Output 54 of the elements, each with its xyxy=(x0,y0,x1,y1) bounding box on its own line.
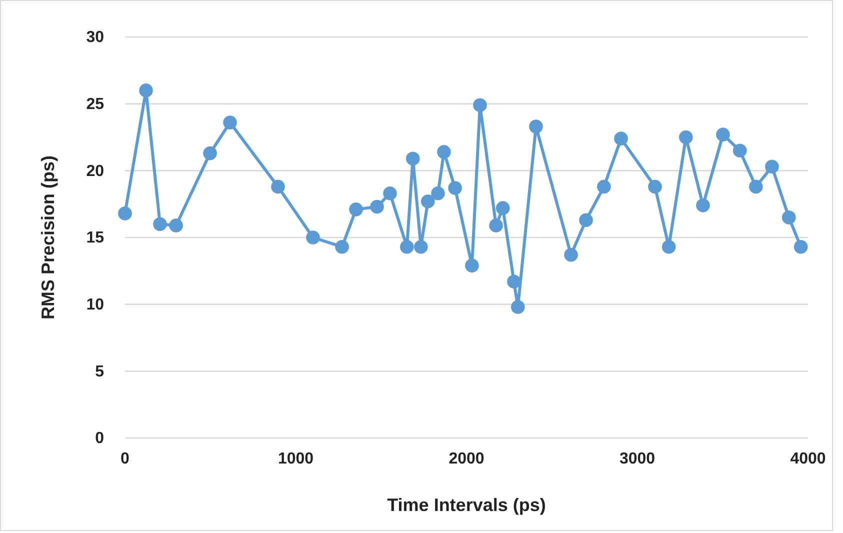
point xyxy=(306,230,320,244)
point xyxy=(662,240,676,254)
point xyxy=(465,258,479,272)
point xyxy=(203,146,217,160)
point xyxy=(696,198,710,212)
point xyxy=(507,274,521,289)
point xyxy=(370,200,384,214)
point xyxy=(383,186,397,200)
y-tick-label: 25 xyxy=(86,96,104,113)
point xyxy=(648,180,662,194)
point xyxy=(139,84,153,98)
y-tick-label: 30 xyxy=(86,29,104,46)
y-axis-title: RMS Precision (ps) xyxy=(38,155,58,320)
x-tick-label: 1000 xyxy=(278,450,314,468)
point xyxy=(421,194,435,208)
y-tick-label: 15 xyxy=(86,230,104,247)
x-axis-title: Time Intervals (ps) xyxy=(387,495,546,515)
point xyxy=(153,217,167,232)
point xyxy=(765,160,779,174)
point xyxy=(564,248,578,262)
point xyxy=(349,202,363,216)
point xyxy=(223,116,237,130)
y-tick-label: 5 xyxy=(95,363,104,380)
point xyxy=(489,218,503,232)
point xyxy=(782,210,796,224)
y-tick-label: 0 xyxy=(95,430,104,448)
point xyxy=(679,130,693,144)
x-tick-label: 4000 xyxy=(790,450,826,468)
point xyxy=(169,218,183,232)
x-tick-label: 0 xyxy=(120,450,130,468)
y-tick-label: 10 xyxy=(86,296,104,314)
point xyxy=(496,201,510,215)
x-tick-label: 2000 xyxy=(448,450,484,468)
point xyxy=(431,186,445,200)
point xyxy=(473,98,487,112)
point xyxy=(794,240,808,254)
point xyxy=(579,213,593,228)
point xyxy=(529,120,543,134)
point xyxy=(118,206,132,220)
point xyxy=(614,132,628,146)
point xyxy=(716,128,730,142)
point xyxy=(437,145,451,159)
point xyxy=(406,152,420,166)
point xyxy=(400,240,414,254)
point xyxy=(414,240,428,254)
point xyxy=(510,300,525,314)
point xyxy=(597,180,611,194)
point xyxy=(271,180,285,194)
point xyxy=(749,180,763,194)
point xyxy=(732,144,747,158)
y-tick-label: 20 xyxy=(86,162,104,180)
point xyxy=(448,181,462,195)
x-tick-label: 3000 xyxy=(619,450,656,468)
point xyxy=(335,240,349,254)
